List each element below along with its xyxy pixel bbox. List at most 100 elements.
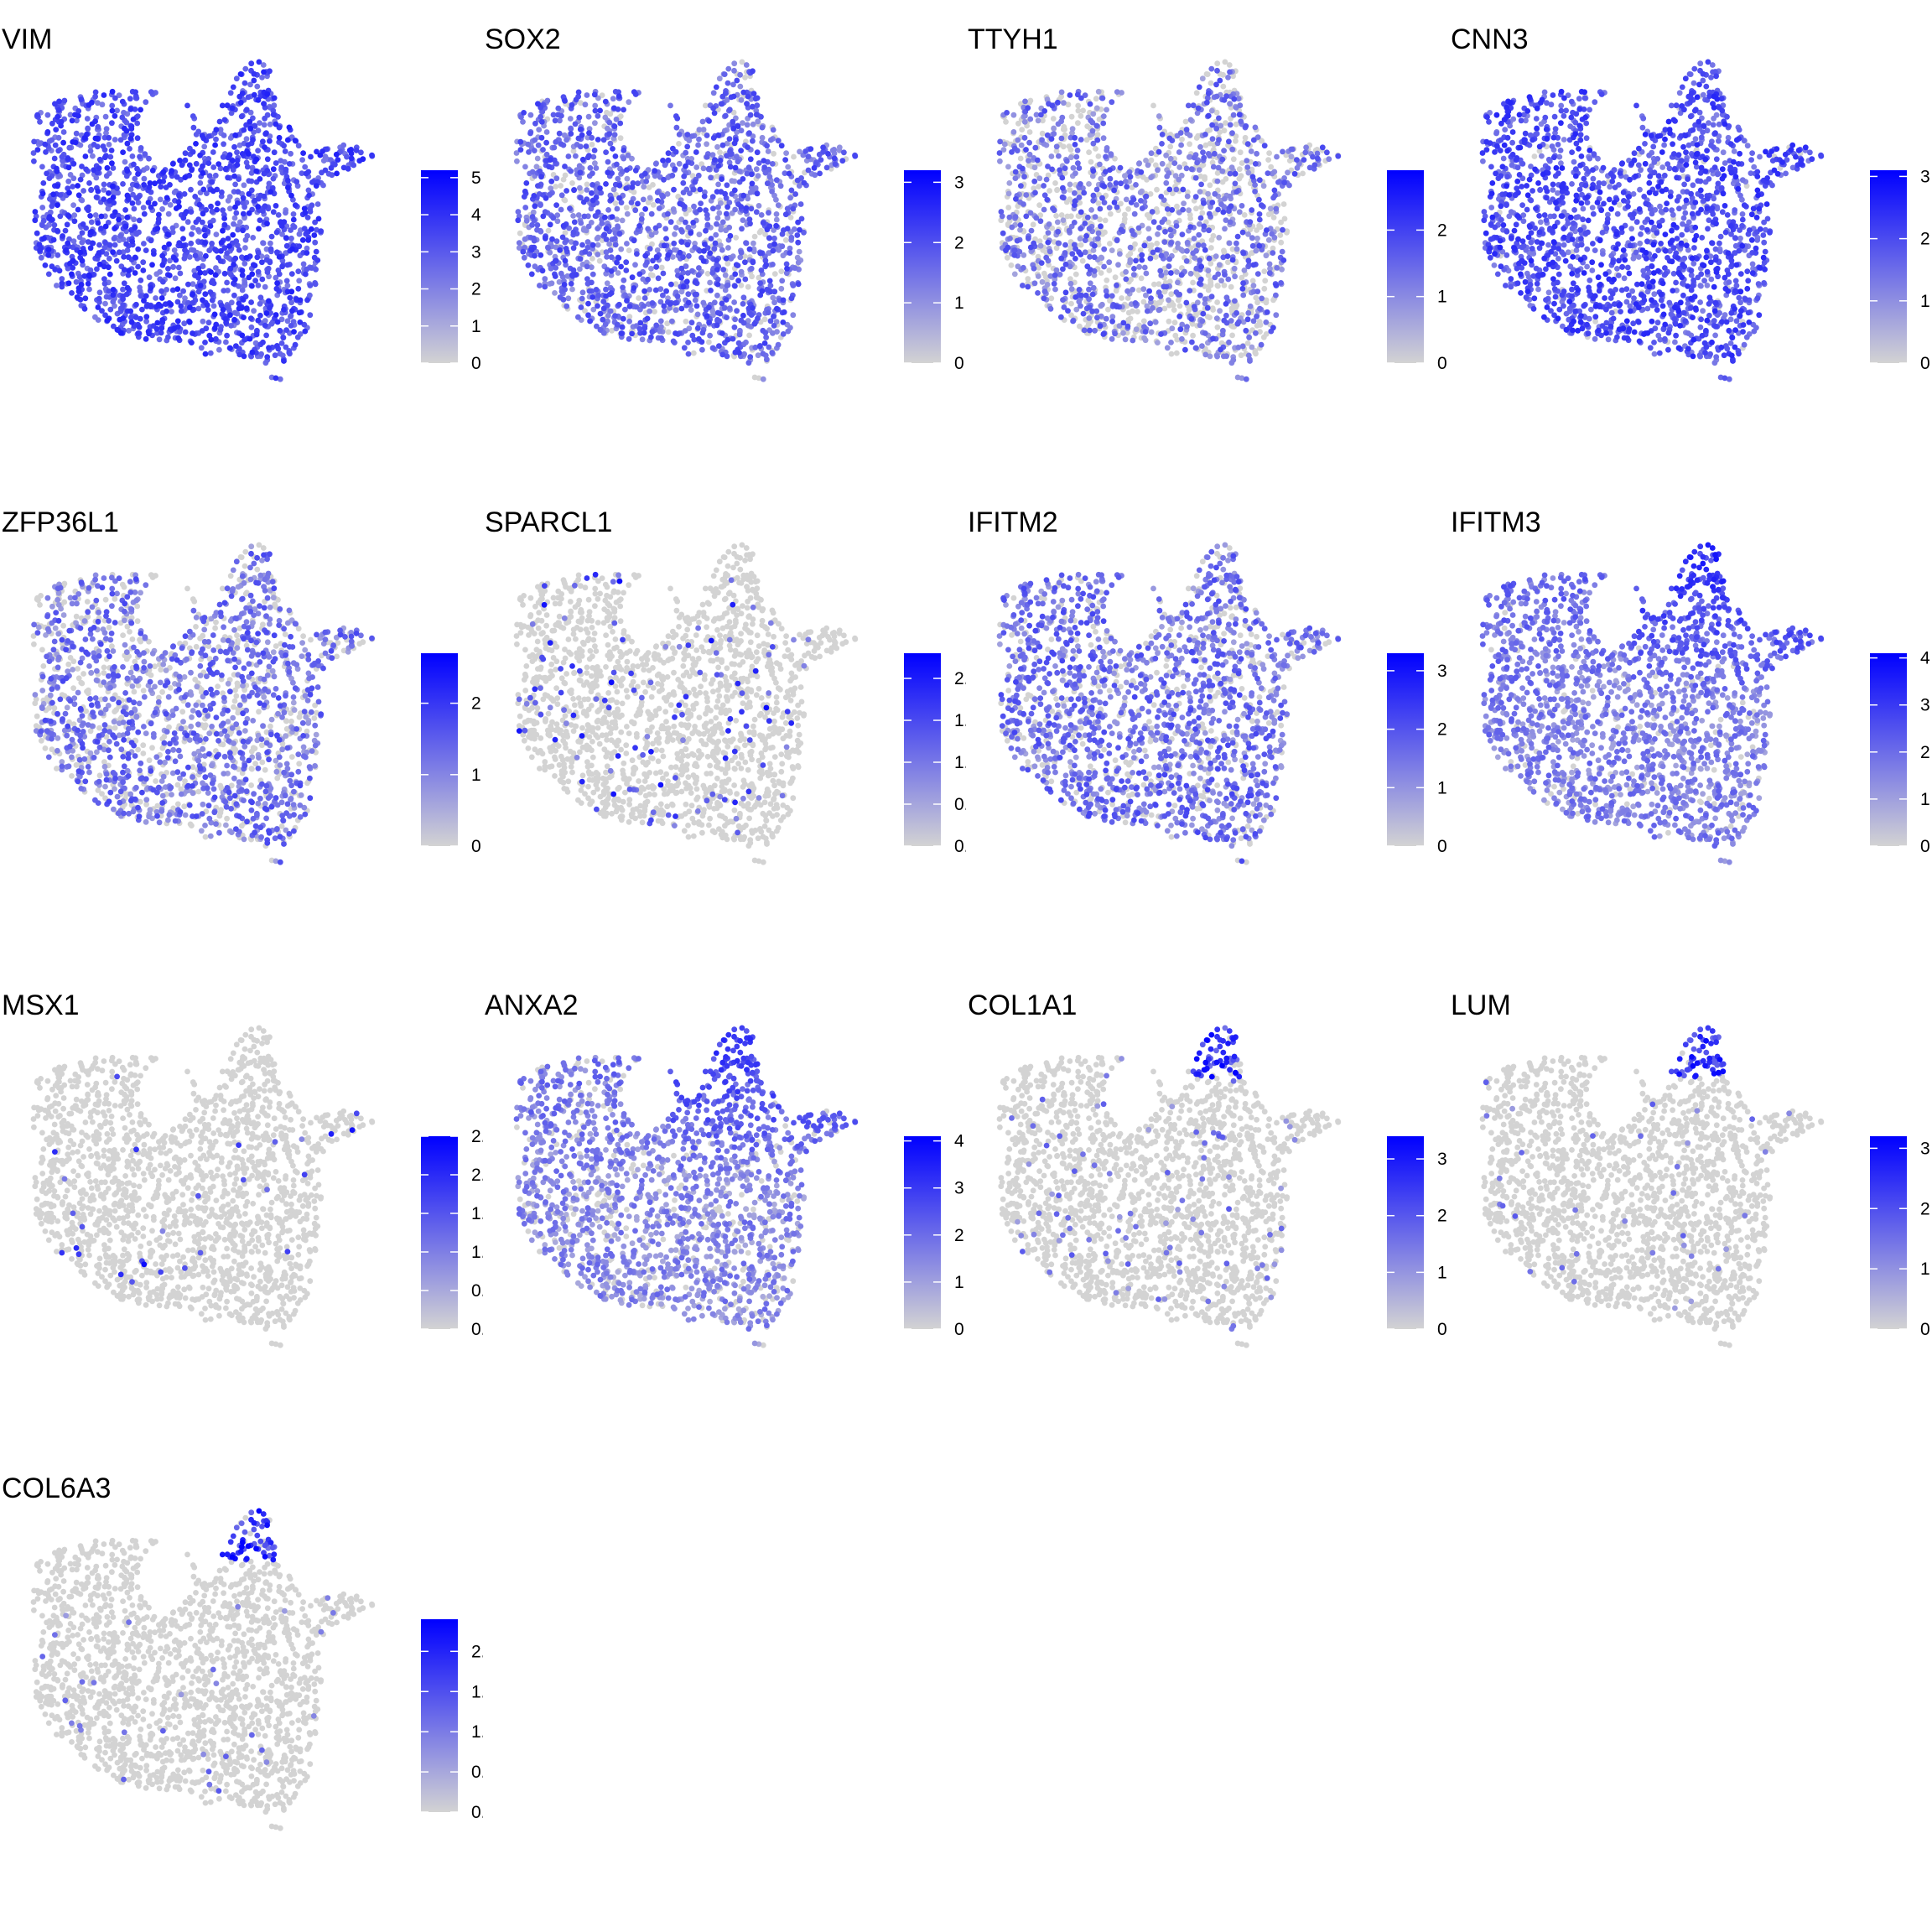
cell-point [573,240,579,247]
cell-point [234,149,240,156]
cell-point [266,298,272,304]
cell-point [1161,305,1168,312]
cell-point [213,265,219,271]
cell-point [112,95,118,101]
cell-point [1173,186,1180,193]
cell-point [1179,321,1186,328]
cell-point [650,202,657,208]
cell-point [710,105,716,112]
cell-point [120,149,127,156]
cell-point [1009,224,1015,231]
cell-point [55,148,62,154]
cell-point [1250,283,1257,288]
cell-point [295,285,302,292]
cell-point [173,257,179,263]
cell-point [257,176,263,182]
cell-point [203,206,210,213]
cell-point [680,283,687,290]
cell-point [553,184,558,190]
cell-point [1082,249,1088,256]
cell-point [259,75,265,80]
cell-point [1263,319,1270,325]
cell-point [137,315,143,322]
cell-point [633,304,640,310]
cell-point [120,286,126,293]
cell-point [591,91,598,98]
cell-point [1077,323,1083,330]
cell-point [99,101,106,108]
cell-point [683,278,690,285]
cell-point [1190,332,1196,339]
cell-point [1235,96,1242,102]
cell-point [241,314,247,320]
cell-point [254,254,261,261]
cell-point [218,239,225,246]
cell-point [128,319,135,325]
cell-point [328,164,335,171]
cell-point [1187,153,1193,160]
cell-point [283,210,288,216]
cell-point [80,221,86,227]
cell-point [129,238,136,245]
cell-point [1062,170,1068,176]
cell-point [730,335,736,342]
cell-point [133,182,140,189]
cell-point [688,230,694,236]
cell-point [266,180,273,187]
cell-point [158,325,165,331]
cell-point [747,156,754,163]
cell-point [568,131,574,137]
cell-point [312,219,318,226]
cell-point [152,180,158,187]
cell-point [76,234,83,241]
cell-point [1270,245,1276,252]
cell-point [714,257,720,263]
cell-point [1156,281,1162,288]
cell-point [530,209,537,216]
cell-point [121,280,127,287]
cell-point [1260,334,1267,340]
cell-point [1090,247,1097,253]
cell-point [158,295,165,301]
cell-point [1223,353,1229,360]
cell-point [714,267,720,273]
cell-point [123,173,130,179]
cell-point [700,258,707,264]
cell-point [281,143,287,149]
cell-point [717,242,724,249]
cell-point [1041,206,1047,213]
cell-point [181,191,188,197]
cell-point [657,286,664,293]
cell-point [255,317,262,324]
cell-point [756,343,763,350]
cell-point [249,349,256,356]
cell-point [779,278,786,284]
cell-point [812,172,818,179]
cell-point [591,148,598,153]
cell-point [126,267,132,273]
cell-point [1226,62,1233,68]
cell-point [1250,318,1257,325]
cell-point [190,148,196,155]
cell-point [602,98,609,105]
cell-point [1067,263,1073,270]
cell-point [672,166,678,173]
cell-point [101,134,108,141]
cell-point [65,280,72,287]
cell-point [1095,236,1101,242]
cell-point [1174,269,1180,275]
cell-point [279,263,285,270]
cell-point [1124,295,1131,301]
cell-point [754,102,761,109]
cell-point [616,231,623,236]
cell-point [567,116,574,122]
cell-point [658,264,665,271]
cell-point [1053,245,1060,252]
cell-point [65,178,72,184]
cell-point [296,231,303,237]
cell-point [642,205,648,212]
cell-point [267,246,274,252]
cell-point [1148,329,1155,335]
cell-point [1077,236,1083,242]
cell-point [595,209,601,216]
